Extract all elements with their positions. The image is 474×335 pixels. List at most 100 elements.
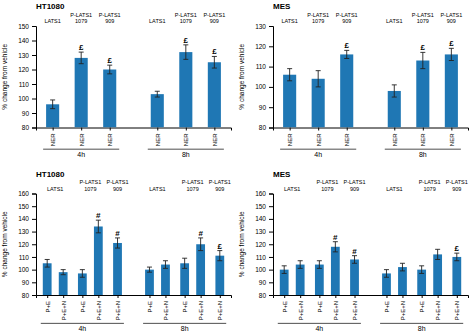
- x-tick-label: P+E: [384, 301, 390, 313]
- error-bar: [333, 242, 338, 252]
- x-tick: P+E+N: [400, 295, 406, 320]
- column-label-line: 1079: [180, 18, 192, 24]
- column-label-line: LATS1: [386, 18, 402, 24]
- significance-marker: #: [333, 233, 338, 242]
- y-axis-line: [32, 194, 37, 296]
- column-label-line: 909: [342, 18, 351, 24]
- column-label-line: 909: [105, 18, 114, 24]
- column-label-line: P-LATS1: [203, 12, 225, 18]
- x-tick-label: P+E: [182, 301, 188, 313]
- y-tick-mark: [269, 194, 273, 195]
- error-bar: [80, 270, 85, 278]
- y-tick-label: 150: [18, 203, 29, 210]
- y-tick: 150: [255, 203, 273, 210]
- x-tick-label: P+E+N: [298, 301, 304, 320]
- column-label-line: P-LATS1: [419, 179, 441, 185]
- x-tick: NER: [212, 128, 218, 147]
- bar: [161, 265, 170, 295]
- x-tick: NER: [155, 128, 161, 147]
- y-tick-label: 90: [259, 104, 267, 111]
- x-tick: P+E: [384, 295, 390, 313]
- y-tick-label: 160: [255, 190, 266, 197]
- column-label-line: 1079: [312, 18, 324, 24]
- x-axis: NERNERNERNERNERNER: [274, 128, 469, 147]
- x-tick-mark: [318, 128, 319, 131]
- y-tick: 140: [18, 215, 36, 222]
- y-tick-label: 110: [256, 254, 267, 261]
- x-tick: P+E+N: [96, 295, 102, 320]
- x-tick: P+E+N: [217, 295, 223, 320]
- column-label: P-LATS1909: [107, 179, 129, 191]
- column-label-line: P-LATS1: [344, 179, 366, 185]
- y-tick-label: 100: [255, 83, 266, 90]
- significance-marker: £: [449, 39, 454, 48]
- y-tick: 120: [18, 66, 36, 73]
- column-label: P-LATS11079: [316, 179, 338, 191]
- column-label-line: 909: [350, 186, 359, 192]
- group-label: 8h: [419, 151, 427, 158]
- y-tick: 90: [259, 104, 273, 111]
- x-tick: P+E+N: [454, 295, 460, 320]
- x-tick: P+E+N: [435, 295, 441, 320]
- x-tick: P+E+N: [198, 295, 204, 320]
- y-tick-mark: [32, 55, 36, 56]
- y-tick-mark: [32, 26, 36, 27]
- y-tick: 130: [255, 23, 273, 30]
- y-tick-mark: [32, 113, 36, 114]
- column-label: P-LATS11079: [182, 179, 204, 191]
- bar: [340, 54, 353, 127]
- column-label-line: 1079: [424, 186, 436, 192]
- y-tick: 140: [18, 37, 36, 44]
- y-tick: 130: [18, 228, 36, 235]
- column-label-line: P-LATS1: [446, 179, 468, 185]
- x-tick-mark: [335, 295, 336, 298]
- column-label: P-LATS1909: [203, 12, 225, 24]
- x-tick-label: NER: [316, 133, 322, 146]
- x-tick-label: P+E+N: [454, 301, 460, 320]
- y-tick: 100: [255, 83, 273, 90]
- bar: [433, 254, 442, 295]
- column-label-line: P-LATS1: [99, 12, 121, 18]
- bar: [296, 265, 305, 295]
- plot-marks: [283, 48, 458, 127]
- error-bar: [384, 270, 389, 278]
- column-label: P-LATS11079: [412, 12, 434, 24]
- x-tick-mark: [290, 128, 291, 131]
- column-label-line: P-LATS1: [209, 179, 231, 185]
- y-tick-label: 80: [259, 124, 267, 131]
- y-tick: 100: [255, 266, 273, 273]
- x-tick: NER: [344, 128, 350, 147]
- error-bar: [155, 91, 160, 97]
- x-axis-line: [274, 128, 469, 131]
- x-tick-mark: [185, 295, 186, 298]
- y-tick-label: 130: [18, 52, 29, 59]
- panel-title: MES: [273, 2, 291, 11]
- group-label: 8h: [418, 325, 426, 332]
- x-tick-label: P+E: [80, 301, 86, 313]
- x-tick-label: P+E+N: [198, 301, 204, 320]
- y-tick-label: 120: [18, 241, 29, 248]
- x-tick-label: P+E+N: [352, 301, 358, 320]
- x-tick: P+E: [147, 295, 153, 313]
- y-tick: 100: [18, 266, 36, 273]
- group-underline: [380, 323, 463, 324]
- x-tick-label: NER: [79, 133, 85, 146]
- error-bar: [344, 50, 349, 58]
- x-tick-mark: [165, 295, 166, 298]
- y-tick-mark: [32, 206, 36, 207]
- x-tick-mark: [214, 128, 215, 131]
- y-axis-label: % change from vehicle: [1, 43, 9, 109]
- x-tick: P+E+N: [163, 295, 169, 320]
- x-axis: P+EP+E+NP+EP+E+NP+E+NP+EP+E+NP+EP+E+NP+E…: [37, 295, 232, 320]
- column-label: LATS1: [47, 186, 63, 192]
- x-tick-label: P+E: [317, 301, 323, 313]
- x-tick-mark: [220, 295, 221, 298]
- error-bar: [454, 253, 459, 261]
- x-tick-label: P+E: [147, 301, 153, 313]
- x-tick-mark: [394, 128, 395, 131]
- x-tick: P+E: [182, 295, 188, 313]
- x-tick-label: NER: [344, 133, 350, 146]
- x-tick-label: NER: [50, 133, 56, 146]
- x-axis-line: [37, 296, 232, 299]
- column-label: P-LATS11079: [79, 179, 101, 191]
